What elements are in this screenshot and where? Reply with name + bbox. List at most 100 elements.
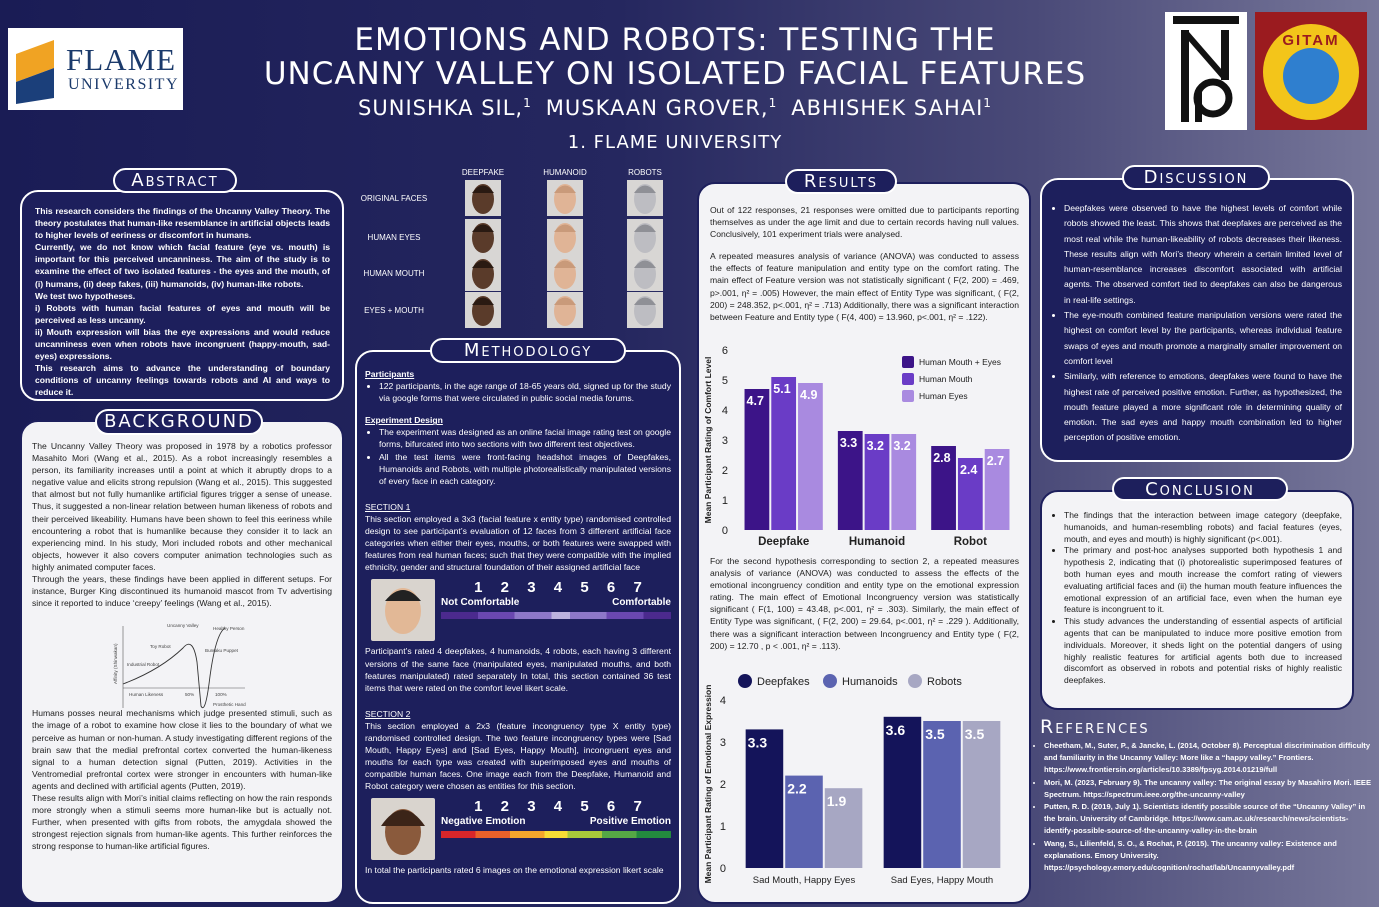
- scale-number: 4: [553, 798, 563, 816]
- legend-marker: [738, 674, 752, 688]
- hair: [634, 297, 656, 305]
- reference: Wang, S., Lilienfeld, S. O., & Rochat, P…: [1044, 838, 1374, 875]
- scale-low: Not Comfortable: [441, 597, 520, 609]
- reference: Putten, R. D. (2019, July 1). Scientists…: [1044, 801, 1374, 838]
- bullet: The experiment was designed as an online…: [379, 426, 671, 450]
- chart: 0 1 2 3 4 5 6 Mean Participant Rating of Comfor…: [703, 345, 1010, 548]
- bar: [984, 449, 1010, 530]
- paragraph: This section employed a 2x3 (feature inc…: [365, 720, 671, 792]
- data-label: 1.9: [827, 793, 847, 809]
- hair: [554, 185, 576, 193]
- bar: [744, 389, 770, 530]
- column-label: ROBOTS: [628, 168, 662, 177]
- bar: [962, 721, 1001, 868]
- scale-number: 4: [553, 579, 563, 597]
- bullet: The findings that the interaction betwee…: [1064, 510, 1342, 545]
- paragraph: These results align with Mori’s initial …: [32, 792, 332, 852]
- bar: [891, 434, 917, 530]
- figure-label: Uncanny Valley: [167, 623, 199, 628]
- bar: [864, 434, 890, 530]
- paragraph: A repeated measures analysis of variance…: [710, 251, 1019, 322]
- scale-number: 6: [606, 579, 616, 597]
- bar: [931, 446, 956, 530]
- legend-label: Humanoids: [842, 676, 898, 688]
- data-label: 3.5: [925, 726, 945, 742]
- column-label: DEEPFAKE: [462, 168, 504, 177]
- scale-number: 2: [500, 579, 510, 597]
- y-tick-label: 2: [722, 465, 728, 477]
- logo-mark: [16, 40, 54, 104]
- paragraph: The Uncanny Valley Theory was proposed i…: [32, 441, 332, 572]
- bar: [745, 729, 784, 868]
- data-label: 2.7: [987, 454, 1004, 468]
- data-label: 2.2: [787, 781, 807, 797]
- logo-np: [1165, 12, 1247, 130]
- paragraph: Participant’s rated 4 deepfakes, 4 human…: [365, 646, 671, 693]
- paragraph: This section employed a 3x3 (facial feat…: [365, 513, 671, 573]
- bar: [785, 775, 823, 868]
- scale-bar: [441, 831, 671, 839]
- hair: [634, 260, 656, 268]
- paragraph: Through the years, these findings have b…: [32, 574, 332, 609]
- logo-right-name: GITAM: [1282, 32, 1340, 49]
- y-tick-label: 0: [722, 525, 728, 537]
- figure-label: 50%: [185, 692, 194, 697]
- paragraph: Out of 122 responses, 21 responses were …: [710, 205, 1019, 240]
- paragraph: This research aims to advance the unders…: [35, 363, 330, 398]
- column-label: HUMANOID: [543, 168, 587, 177]
- hair: [554, 297, 576, 305]
- subheading: SECTION 2: [365, 708, 411, 719]
- y-tick-label: 1: [720, 821, 726, 833]
- scale-number: 7: [633, 579, 642, 597]
- conclusion-panel: The findings that the interaction betwee…: [1040, 490, 1354, 710]
- scale-number: 7: [633, 798, 642, 816]
- bullet: Similarly, with reference to emotions, d…: [1064, 369, 1342, 445]
- bar: [798, 383, 823, 530]
- section-heading: Methodology: [430, 338, 626, 363]
- bullet: The primary and post-hoc analyses suppor…: [1064, 545, 1342, 616]
- title-line: EMOTIONS AND ROBOTS: TESTING THE: [354, 22, 996, 58]
- scale-number: 3: [527, 579, 536, 597]
- hair: [554, 224, 576, 232]
- legend-label: Human Eyes: [919, 391, 968, 401]
- bar: [771, 377, 797, 530]
- discussion-panel: Deepfakes were observed to have the high…: [1040, 178, 1354, 462]
- y-tick-label: 5: [722, 375, 728, 387]
- logo-right-mark: [1263, 24, 1359, 120]
- data-label: 4.7: [747, 394, 764, 408]
- scale-low: Negative Emotion: [441, 816, 526, 828]
- legend-marker: [823, 674, 837, 688]
- logo-subtitle: UNIVERSITY: [68, 76, 179, 93]
- scale-high: Positive Emotion: [589, 816, 671, 828]
- row-label: ORIGINAL FACES: [361, 194, 427, 203]
- subheading: Experiment Design: [365, 415, 443, 426]
- paragraph: Currently, we do not know which facial f…: [35, 242, 330, 289]
- abstract-panel: This research considers the findings of …: [20, 190, 344, 401]
- figure-label: Industrial Robot: [127, 662, 160, 667]
- bar: [837, 431, 863, 530]
- section-heading: References: [1040, 716, 1150, 738]
- scale-number: 1: [474, 798, 483, 816]
- y-tick-label: 3: [722, 435, 728, 447]
- section-heading: Results: [785, 169, 897, 194]
- authors: SUNISHKA SIL,1 MUSKAAN GROVER,1 ABHISHEK S…: [180, 96, 1170, 120]
- bullet: Deepfakes were observed to have the high…: [1064, 201, 1342, 308]
- hair: [472, 185, 494, 193]
- paragraph: In total the participants rated 6 images…: [365, 865, 664, 876]
- figure-label: Affinity (Shinwakan): [113, 643, 118, 684]
- y-tick-label: 6: [722, 345, 728, 357]
- legend-marker: [902, 356, 914, 368]
- y-tick-label: 1: [722, 495, 728, 507]
- figure-label: Healthy Person: [213, 626, 245, 631]
- paragraph: ii) Mouth expression will bias the eye e…: [35, 326, 330, 362]
- scale-bar: [441, 612, 671, 620]
- data-label: 3.5: [965, 726, 985, 742]
- scale-number: 5: [580, 798, 589, 816]
- hair: [472, 297, 494, 305]
- logo-np-mark: [1173, 16, 1239, 122]
- bullet: The eye-mouth combined feature manipulat…: [1064, 308, 1342, 369]
- figure-label: Prosthetic Hand: [213, 702, 246, 707]
- background-panel: The Uncanny Valley Theory was proposed i…: [20, 420, 344, 904]
- logo-right: GITAM: [1255, 12, 1367, 130]
